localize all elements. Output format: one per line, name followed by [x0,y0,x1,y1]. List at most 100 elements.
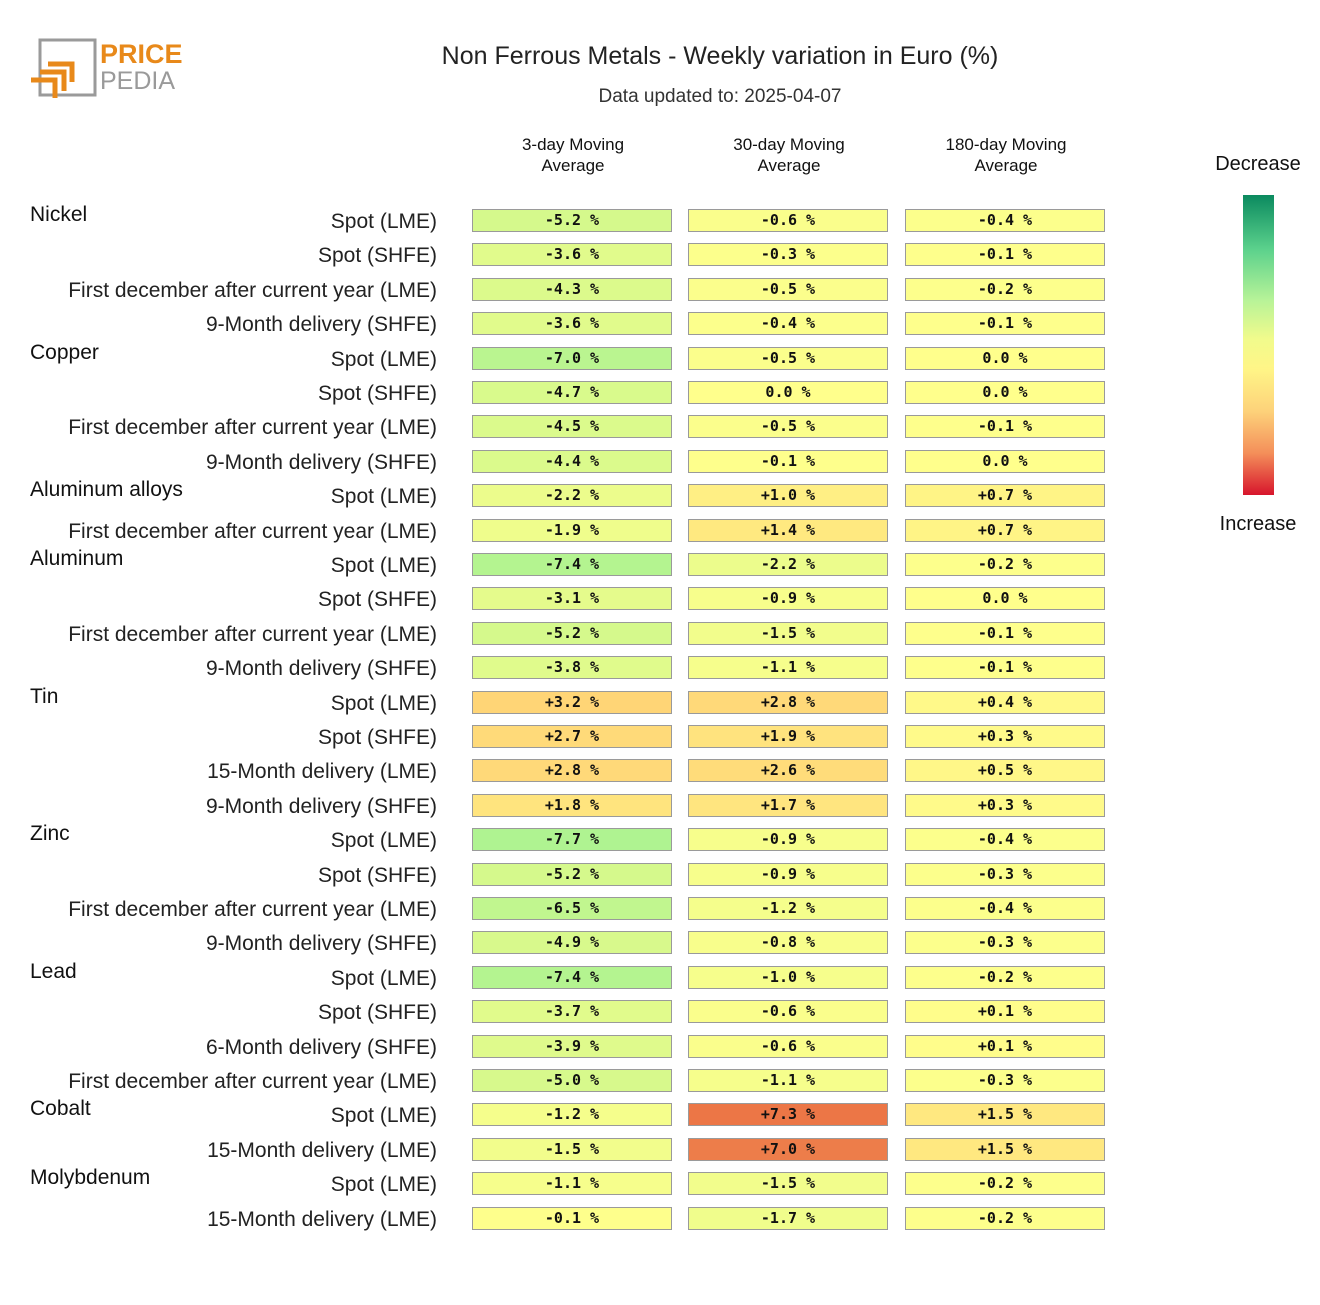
heatmap-cell: -0.2 % [905,277,1105,301]
row-label: First december after current year (LME) [68,519,437,543]
heatmap-cell: +7.0 % [688,1137,888,1161]
heatmap-cell: -7.7 % [472,828,672,852]
heatmap-cell: -3.7 % [472,1000,672,1024]
heatmap-cell: +0.4 % [905,690,1105,714]
heatmap-cell: -5.2 % [472,209,672,232]
heatmap-cell: -0.6 % [688,209,888,232]
chart-subtitle: Data updated to: 2025-04-07 [598,86,842,107]
legend-increase-label: Increase [1219,513,1297,535]
heatmap-cell: +1.9 % [688,725,888,748]
heatmap-cell: -7.4 % [472,965,672,989]
row-label: Spot (LME) [330,210,437,233]
heatmap-cell: +0.5 % [905,759,1105,783]
heatmap-cell: -0.2 % [905,553,1105,576]
pricepedia-logo: PRICE PEDIA [31,38,183,98]
heatmap-cell: -0.4 % [688,312,888,336]
heatmap-cell: -0.6 % [688,1034,888,1058]
heatmap-cell: -0.2 % [905,1172,1105,1196]
heatmap-cell: -3.8 % [472,656,672,680]
heatmap-cell: +1.4 % [688,518,888,542]
group-label-lead: Lead [30,959,77,983]
row-label: 9-Month delivery (SHFE) [205,794,437,818]
heatmap-cell: +1.5 % [905,1137,1105,1161]
row-label: Spot (SHFE) [317,588,437,612]
logo-text-price: PRICE [100,39,183,69]
heatmap-cell: -2.2 % [688,553,888,576]
heatmap-cell: -0.4 % [905,828,1105,852]
heatmap-cell: -3.9 % [472,1034,672,1058]
legend-color-bar [1243,195,1274,495]
row-label: Spot (LME) [330,347,437,371]
heatmap-cell: +0.7 % [905,518,1105,542]
column-header-180day: 180-day Moving Average [945,135,1067,175]
column-header-3day: 3-day Moving Average [521,135,625,175]
row-label: First december after current year (LME) [68,1070,437,1093]
heatmap-cell: +2.8 % [472,759,672,783]
heatmap-cell: -0.5 % [688,277,888,301]
heatmap-cell: -1.0 % [688,965,888,989]
heatmap-cell: -1.5 % [688,1172,888,1196]
row-label: Spot (SHFE) [317,382,437,405]
heatmap-cell: -0.4 % [905,209,1105,232]
group-label-zinc: Zinc [30,822,70,846]
row-label: Spot (SHFE) [317,1001,437,1025]
heatmap-cell: -1.9 % [472,518,672,542]
row-label: Spot (LME) [330,691,437,715]
heatmap-cell: -0.9 % [688,862,888,886]
heatmap-cell: -0.3 % [905,1069,1105,1092]
row-label: Spot (SHFE) [317,726,437,749]
heatmap-cell: -1.5 % [688,621,888,645]
logo-text-pedia: PEDIA [100,67,175,95]
row-label: 9-Month delivery (SHFE) [205,450,437,474]
heatmap-cell: -1.1 % [688,656,888,680]
heatmap-cell: -5.2 % [472,621,672,645]
heatmap-cell: -2.2 % [472,484,672,508]
heatmap-cell: +3.2 % [472,690,672,714]
heatmap-cell: -0.2 % [905,965,1105,989]
heatmap-cell: -4.4 % [472,449,672,473]
heatmap-cell: -0.8 % [688,931,888,955]
heatmap-cell: -3.1 % [472,587,672,611]
row-label: Spot (LME) [330,554,437,577]
heatmap-cell: -7.0 % [472,346,672,370]
heatmap-cell: -0.4 % [905,897,1105,920]
row-label: 15-Month delivery (LME) [207,1138,437,1162]
row-label: Spot (SHFE) [317,863,437,887]
heatmap-cell: -0.3 % [688,243,888,267]
heatmap-cell: 0.0 % [905,381,1105,404]
group-label-molybdenum: Molybdenum [30,1166,151,1190]
row-label: Spot (LME) [330,966,437,990]
heatmap-cell: 0.0 % [905,346,1105,370]
heatmap-cell: -4.7 % [472,381,672,404]
heatmap-cell: -0.3 % [905,931,1105,955]
heatmap-cell: +0.1 % [905,1034,1105,1058]
row-label: Spot (LME) [330,485,437,509]
heatmap-cell: +1.8 % [472,793,672,817]
group-label-tin: Tin [30,684,59,708]
heatmap-cell: -5.2 % [472,862,672,886]
heatmap-cell: -1.7 % [688,1206,888,1230]
heatmap-cell: -0.9 % [688,828,888,852]
heatmap-cell: +0.7 % [905,484,1105,508]
row-label: Spot (SHFE) [317,244,437,268]
column-header-30day: 30-day Moving Average [733,135,845,175]
group-label-copper: Copper [30,340,99,364]
group-label-cobalt: Cobalt [30,1097,91,1121]
heatmap-cell: -3.6 % [472,312,672,336]
heatmap-cell: +1.0 % [688,484,888,508]
row-label: First december after current year (LME) [68,278,437,302]
heatmap-cell: 0.0 % [905,449,1105,473]
row-label: First december after current year (LME) [68,898,437,921]
heatmap-cell: -4.9 % [472,931,672,955]
heatmap-cell: -0.1 % [905,415,1105,439]
heatmap-cell: -1.1 % [688,1069,888,1092]
heatmap-cell: +0.1 % [905,1000,1105,1024]
row-label: 15-Month delivery (LME) [207,1207,437,1231]
heatmap-cell: -0.1 % [472,1206,672,1230]
row-label: Spot (LME) [330,829,437,853]
chart-title: Non Ferrous Metals - Weekly variation in… [441,42,999,70]
row-label: 15-Month delivery (LME) [207,760,437,784]
heatmap-cell: -0.5 % [688,415,888,439]
heatmap-cell: +2.6 % [688,759,888,783]
heatmap-cell: +0.3 % [905,725,1105,748]
